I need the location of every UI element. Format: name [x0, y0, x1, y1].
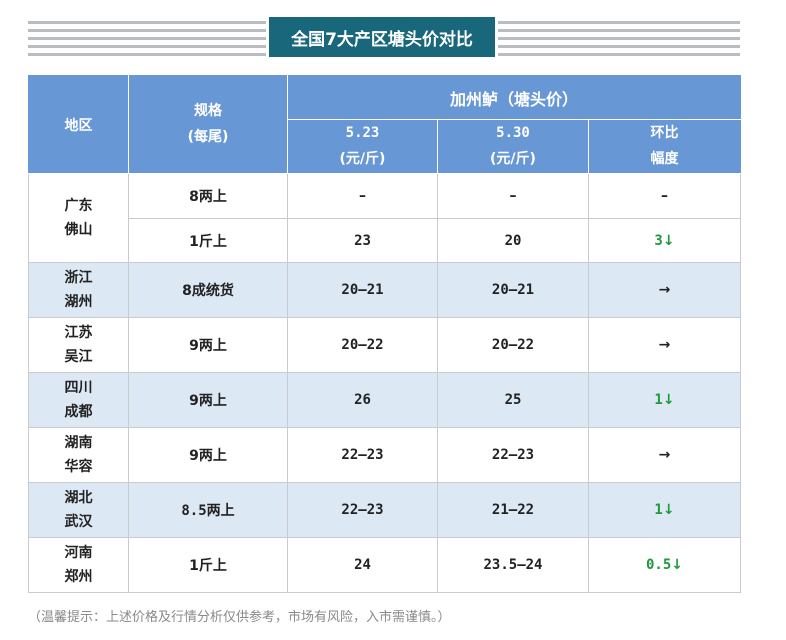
table-row: 河南 郑州 1斤上 24 23.5–24 0.5↓ [28, 537, 742, 593]
price-cell-1: 20–22 [287, 317, 438, 373]
region-cell: 湖北 武汉 [28, 482, 129, 538]
price-cell-2: 21–22 [437, 482, 589, 538]
region-cell: 浙江 湖州 [28, 262, 129, 318]
spec-cell: 1斤上 [128, 537, 288, 593]
region-cell: 广东 佛山 [28, 173, 129, 263]
page-title: 全国7大产区塘头价对比 [269, 17, 495, 57]
price-cell-2: 25 [437, 372, 589, 428]
arrow-down-icon: ↓ [662, 232, 675, 249]
spec-cell: 9两上 [128, 427, 288, 483]
price-cell-2: 23.5–24 [437, 537, 589, 593]
header-product: 加州鲈（塘头价） [286, 75, 742, 120]
change-cell: → [587, 317, 742, 373]
change-cell: 3↓ [587, 218, 742, 263]
arrow-down-icon: ↓ [662, 502, 675, 518]
arrow-down-icon: ↓ [671, 557, 684, 573]
price-cell-1: 26 [287, 372, 438, 428]
price-cell-1: 23 [287, 218, 438, 263]
change-cell: → [587, 262, 742, 318]
region-cell: 江苏 吴江 [28, 317, 129, 373]
arrow-right-icon: → [658, 447, 671, 463]
change-cell: → [587, 427, 742, 483]
arrow-down-icon: ↓ [662, 392, 675, 408]
region-cell: 河南 郑州 [28, 537, 129, 593]
change-cell: 1↓ [587, 482, 742, 538]
change-cell: – [587, 173, 742, 219]
price-cell-2: – [437, 173, 589, 219]
price-cell-1: 20–21 [287, 262, 438, 318]
price-cell-2: 20–22 [437, 317, 589, 373]
price-comparison-table: 地区 规格 (每尾) 加州鲈（塘头价） 5.23 (元/斤) 5.30 (元/斤) 环… [28, 75, 742, 593]
region-cell: 湖南 华容 [28, 427, 129, 483]
spec-cell: 9两上 [128, 372, 288, 428]
price-cell-2: 20–21 [437, 262, 589, 318]
footnote: （温馨提示：上述价格及行情分析仅供参考，市场有风险，入市需谨慎。） [28, 610, 451, 625]
header-date-1: 5.23 (元/斤) [287, 119, 438, 174]
spec-cell: 8两上 [128, 173, 288, 219]
header-date-2: 5.30 (元/斤) [437, 119, 589, 174]
price-cell-2: 20 [437, 218, 589, 263]
table-row: 四川 成都 9两上 26 25 1↓ [28, 372, 742, 428]
table-row: 广东 佛山 8两上 – – – [28, 173, 742, 263]
spec-cell: 8.5两上 [128, 482, 288, 538]
arrow-right-icon: → [658, 337, 671, 353]
arrow-right-icon: → [658, 282, 671, 298]
title-bar: 全国7大产区塘头价对比 [28, 17, 740, 57]
change-cell: 0.5↓ [587, 537, 742, 593]
change-cell: 1↓ [587, 372, 742, 428]
table-row: 1斤上 23 20 3↓ [29, 218, 742, 263]
table-row: 湖北 武汉 8.5两上 22–23 21–22 1↓ [28, 482, 742, 538]
header-spec: 规格 (每尾) [128, 75, 288, 174]
spec-cell: 9两上 [128, 317, 288, 373]
table-row: 湖南 华容 9两上 22–23 22–23 → [28, 427, 742, 483]
region-cell: 四川 成都 [28, 372, 129, 428]
header-change: 环比 幅度 [587, 119, 742, 174]
price-cell-1: 22–23 [287, 427, 438, 483]
spec-cell: 8成统货 [128, 262, 288, 318]
price-cell-1: 22–23 [287, 482, 438, 538]
spec-cell: 1斤上 [128, 218, 288, 263]
table-row: 浙江 湖州 8成统货 20–21 20–21 → [28, 262, 742, 318]
table-row: 江苏 吴江 9两上 20–22 20–22 → [28, 317, 742, 373]
header-region: 地区 [28, 75, 129, 174]
price-cell-1: 24 [287, 537, 438, 593]
price-cell-1: – [287, 173, 438, 219]
price-cell-2: 22–23 [437, 427, 589, 483]
